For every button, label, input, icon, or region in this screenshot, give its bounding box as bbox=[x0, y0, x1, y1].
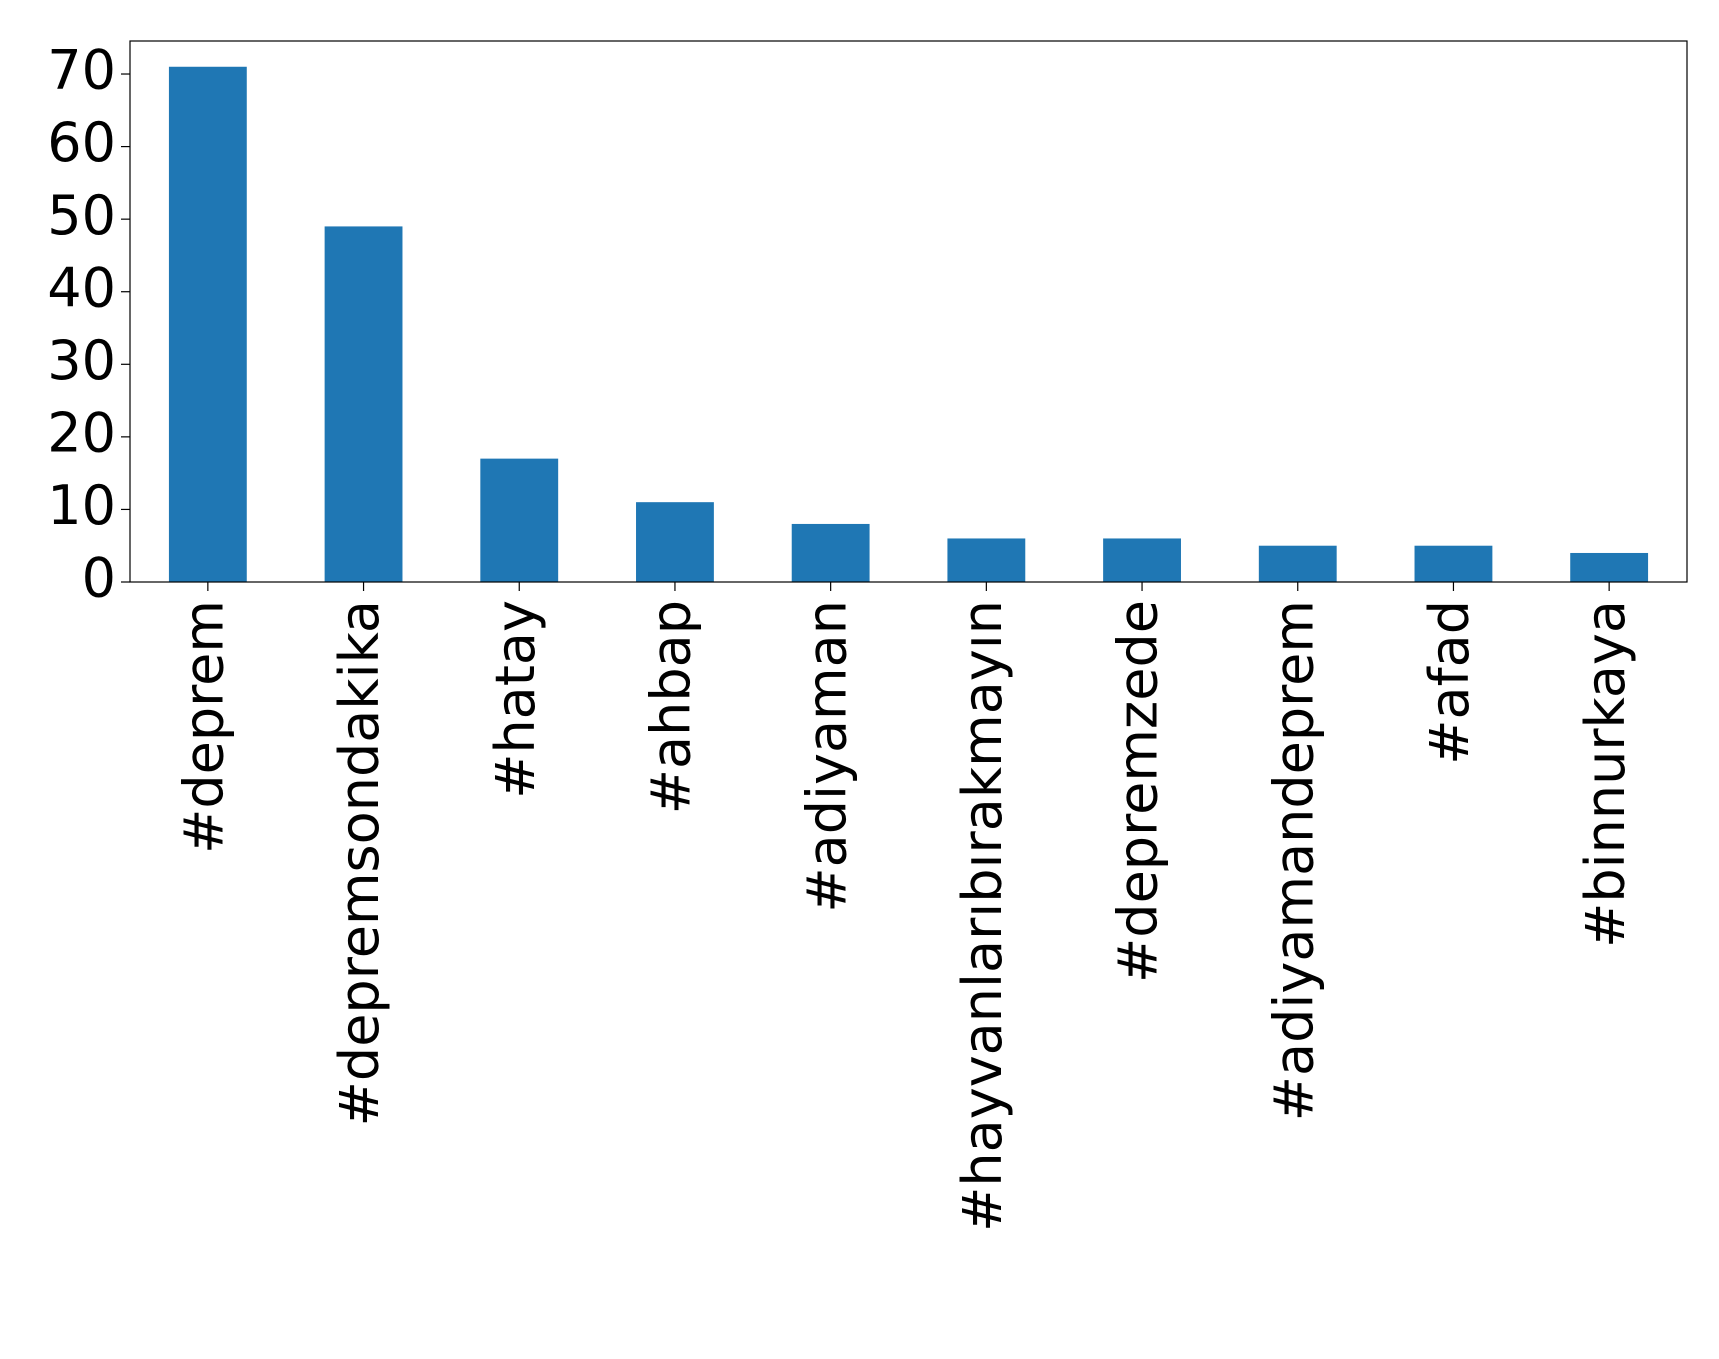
bar bbox=[947, 538, 1026, 582]
x-tick-label: #hatay bbox=[484, 600, 547, 799]
y-tick-label: 50 bbox=[47, 184, 116, 247]
y-tick-label: 0 bbox=[82, 547, 116, 610]
x-tick-label: #ahbap bbox=[640, 600, 703, 814]
bar bbox=[1414, 545, 1493, 582]
x-tick-label: #deprem bbox=[172, 600, 235, 854]
x-tick-label: #depremzede bbox=[1107, 600, 1170, 983]
plot-frame bbox=[129, 40, 1688, 583]
bar bbox=[791, 523, 870, 582]
x-tick-label: #adiyamandeprem bbox=[1262, 600, 1325, 1121]
x-tick-label: #afad bbox=[1418, 600, 1481, 765]
bar bbox=[480, 458, 559, 582]
bar bbox=[1570, 552, 1649, 582]
y-tick-label: 60 bbox=[47, 111, 116, 174]
x-tick-label: #depremsondakika bbox=[328, 600, 391, 1126]
y-tick-label: 20 bbox=[47, 402, 116, 465]
bar bbox=[1103, 538, 1181, 582]
y-tick-label: 30 bbox=[47, 329, 116, 392]
y-tick-label: 40 bbox=[47, 256, 116, 319]
y-tick-label: 70 bbox=[47, 39, 116, 102]
bar bbox=[1258, 545, 1337, 582]
x-tick-label: #hayvanlarıbırakmayın bbox=[951, 600, 1014, 1232]
y-tick-label: 10 bbox=[47, 474, 116, 537]
bar bbox=[324, 226, 403, 582]
x-tick-label: #binnurkaya bbox=[1574, 600, 1637, 948]
bar bbox=[168, 66, 247, 582]
x-tick-label: #adiyaman bbox=[795, 600, 858, 913]
bar bbox=[636, 502, 714, 582]
